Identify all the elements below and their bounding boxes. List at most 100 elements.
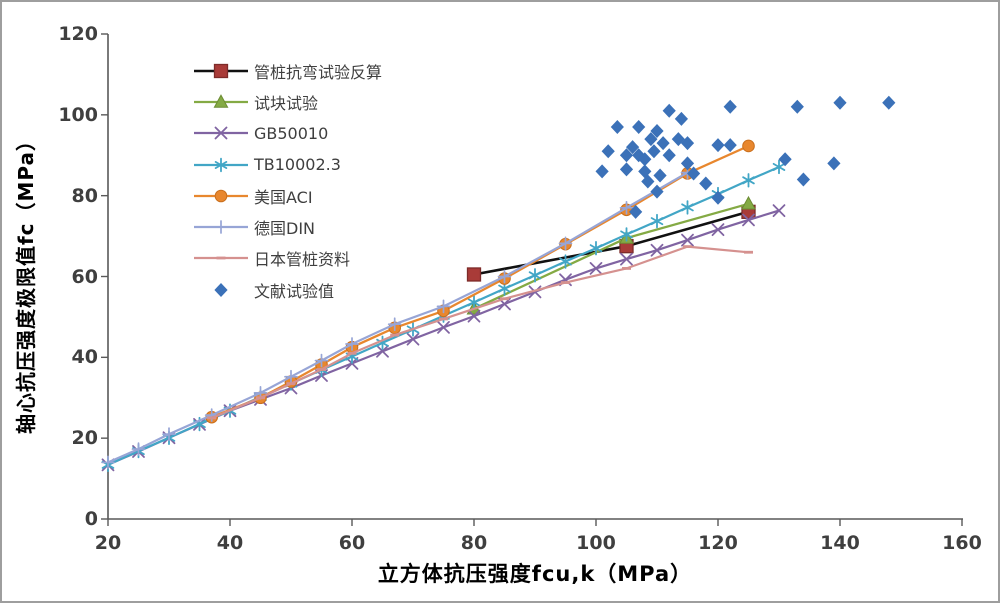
diamond-marker <box>629 204 643 219</box>
y-tick-label: 40 <box>71 346 98 369</box>
x-marker <box>589 262 603 275</box>
legend-label: TB10002.3 <box>254 155 341 175</box>
diamond-marker <box>632 119 646 134</box>
legend: 管桩抗弯试验反算 试块试验 GB50010 TB10002.3 美国ACI 德国DIN 日本… <box>192 55 382 305</box>
plus-marker <box>558 236 573 251</box>
legend-item: 试块试验 <box>192 86 382 117</box>
legend-item: 美国ACI <box>192 180 382 211</box>
diamond-marker <box>638 152 652 167</box>
diamond-marker <box>662 103 676 118</box>
dash-marker <box>286 382 296 386</box>
plus-marker <box>619 200 634 215</box>
legend-item: 日本管桩资料 <box>192 243 382 274</box>
legend-label: 德国DIN <box>254 219 316 239</box>
dash-marker <box>347 351 357 355</box>
x-marker <box>772 204 786 218</box>
asterisk-marker <box>559 254 572 269</box>
legend-label: 试块试验 <box>254 93 319 113</box>
asterisk-marker <box>528 268 542 283</box>
diamond-marker <box>778 152 792 167</box>
x-tick-label: 40 <box>216 532 244 554</box>
x-marker <box>620 252 633 266</box>
x-marker <box>711 223 725 237</box>
plus-marker <box>162 427 176 441</box>
diamond-marker <box>680 156 695 171</box>
x-marker <box>742 213 755 227</box>
y-tick-label: 80 <box>71 184 98 207</box>
legend-label: 文献试验值 <box>254 281 335 301</box>
diamond-marker <box>653 168 667 183</box>
legend-item: 德国DIN <box>192 211 382 242</box>
dash-marker <box>317 368 326 371</box>
diamond-marker <box>723 138 737 153</box>
dash-marker <box>561 281 570 284</box>
x-tick-label: 100 <box>576 532 616 554</box>
circle-marker <box>742 139 755 153</box>
legend-asterisk-icon <box>192 153 250 177</box>
asterisk-marker <box>742 173 755 188</box>
series-文献试验值 <box>595 95 896 219</box>
diamond-marker <box>650 124 664 138</box>
diamond-marker <box>674 111 688 126</box>
legend-label: GB50010 <box>254 123 329 143</box>
diamond-marker <box>650 184 664 199</box>
y-axis-title: 轴心抗压强度极限值fc（MPa） <box>14 129 38 435</box>
diamond-marker <box>699 176 713 191</box>
diamond-marker <box>647 144 661 159</box>
legend-item: GB50010 <box>192 118 382 149</box>
x-tick-label: 140 <box>820 532 860 554</box>
asterisk-marker <box>620 227 633 242</box>
x-tick-label: 160 <box>942 532 982 554</box>
plus-marker <box>284 369 298 384</box>
diamond-marker <box>671 132 685 147</box>
legend-circle-icon <box>192 184 250 208</box>
diamond-marker <box>656 136 670 151</box>
asterisk-marker <box>589 241 603 256</box>
legend-label: 美国ACI <box>254 187 313 207</box>
legend-item: TB10002.3 <box>192 149 382 180</box>
x-marker <box>467 309 481 323</box>
dash-marker <box>390 333 400 337</box>
diamond-marker <box>610 119 624 134</box>
diamond-marker <box>796 172 810 187</box>
x-axis-title: 立方体抗压强度fcu,k（MPa） <box>377 562 693 586</box>
diamond-marker <box>644 132 658 147</box>
y-tick-label: 120 <box>58 23 98 45</box>
diamond-marker <box>680 136 695 151</box>
x-marker <box>528 285 542 299</box>
x-tick-label: 120 <box>698 532 738 554</box>
asterisk-marker <box>467 295 481 310</box>
series-德国DIN <box>101 165 695 470</box>
y-tick-label: 20 <box>71 427 98 450</box>
legend-item: 文献试验值 <box>192 274 382 305</box>
asterisk-marker <box>681 200 694 215</box>
dash-marker <box>439 317 448 321</box>
x-tick-label: 80 <box>460 532 488 554</box>
diamond-marker <box>619 162 634 177</box>
legend-diamond-icon <box>192 278 250 302</box>
legend-label: 日本管桩资料 <box>254 250 351 270</box>
plus-marker <box>101 455 115 470</box>
dash-marker <box>744 250 753 254</box>
triangle-marker <box>741 195 756 210</box>
series-line <box>106 171 689 464</box>
dash-marker <box>500 297 509 301</box>
plus-marker <box>436 299 451 314</box>
x-marker <box>437 321 450 334</box>
dash-marker <box>622 267 631 270</box>
diamond-marker <box>833 95 847 110</box>
series-line <box>210 245 750 420</box>
x-marker <box>681 233 694 247</box>
x-marker <box>650 243 664 257</box>
diamond-marker <box>641 174 655 189</box>
plus-marker <box>387 317 402 332</box>
plus-marker <box>497 269 512 284</box>
diamond-marker <box>626 140 640 155</box>
x-marker <box>406 332 420 346</box>
y-tick-label: 0 <box>84 508 98 530</box>
legend-label: 管桩抗弯试验反算 <box>254 62 383 82</box>
axes <box>101 33 963 526</box>
diamond-marker <box>601 144 615 159</box>
